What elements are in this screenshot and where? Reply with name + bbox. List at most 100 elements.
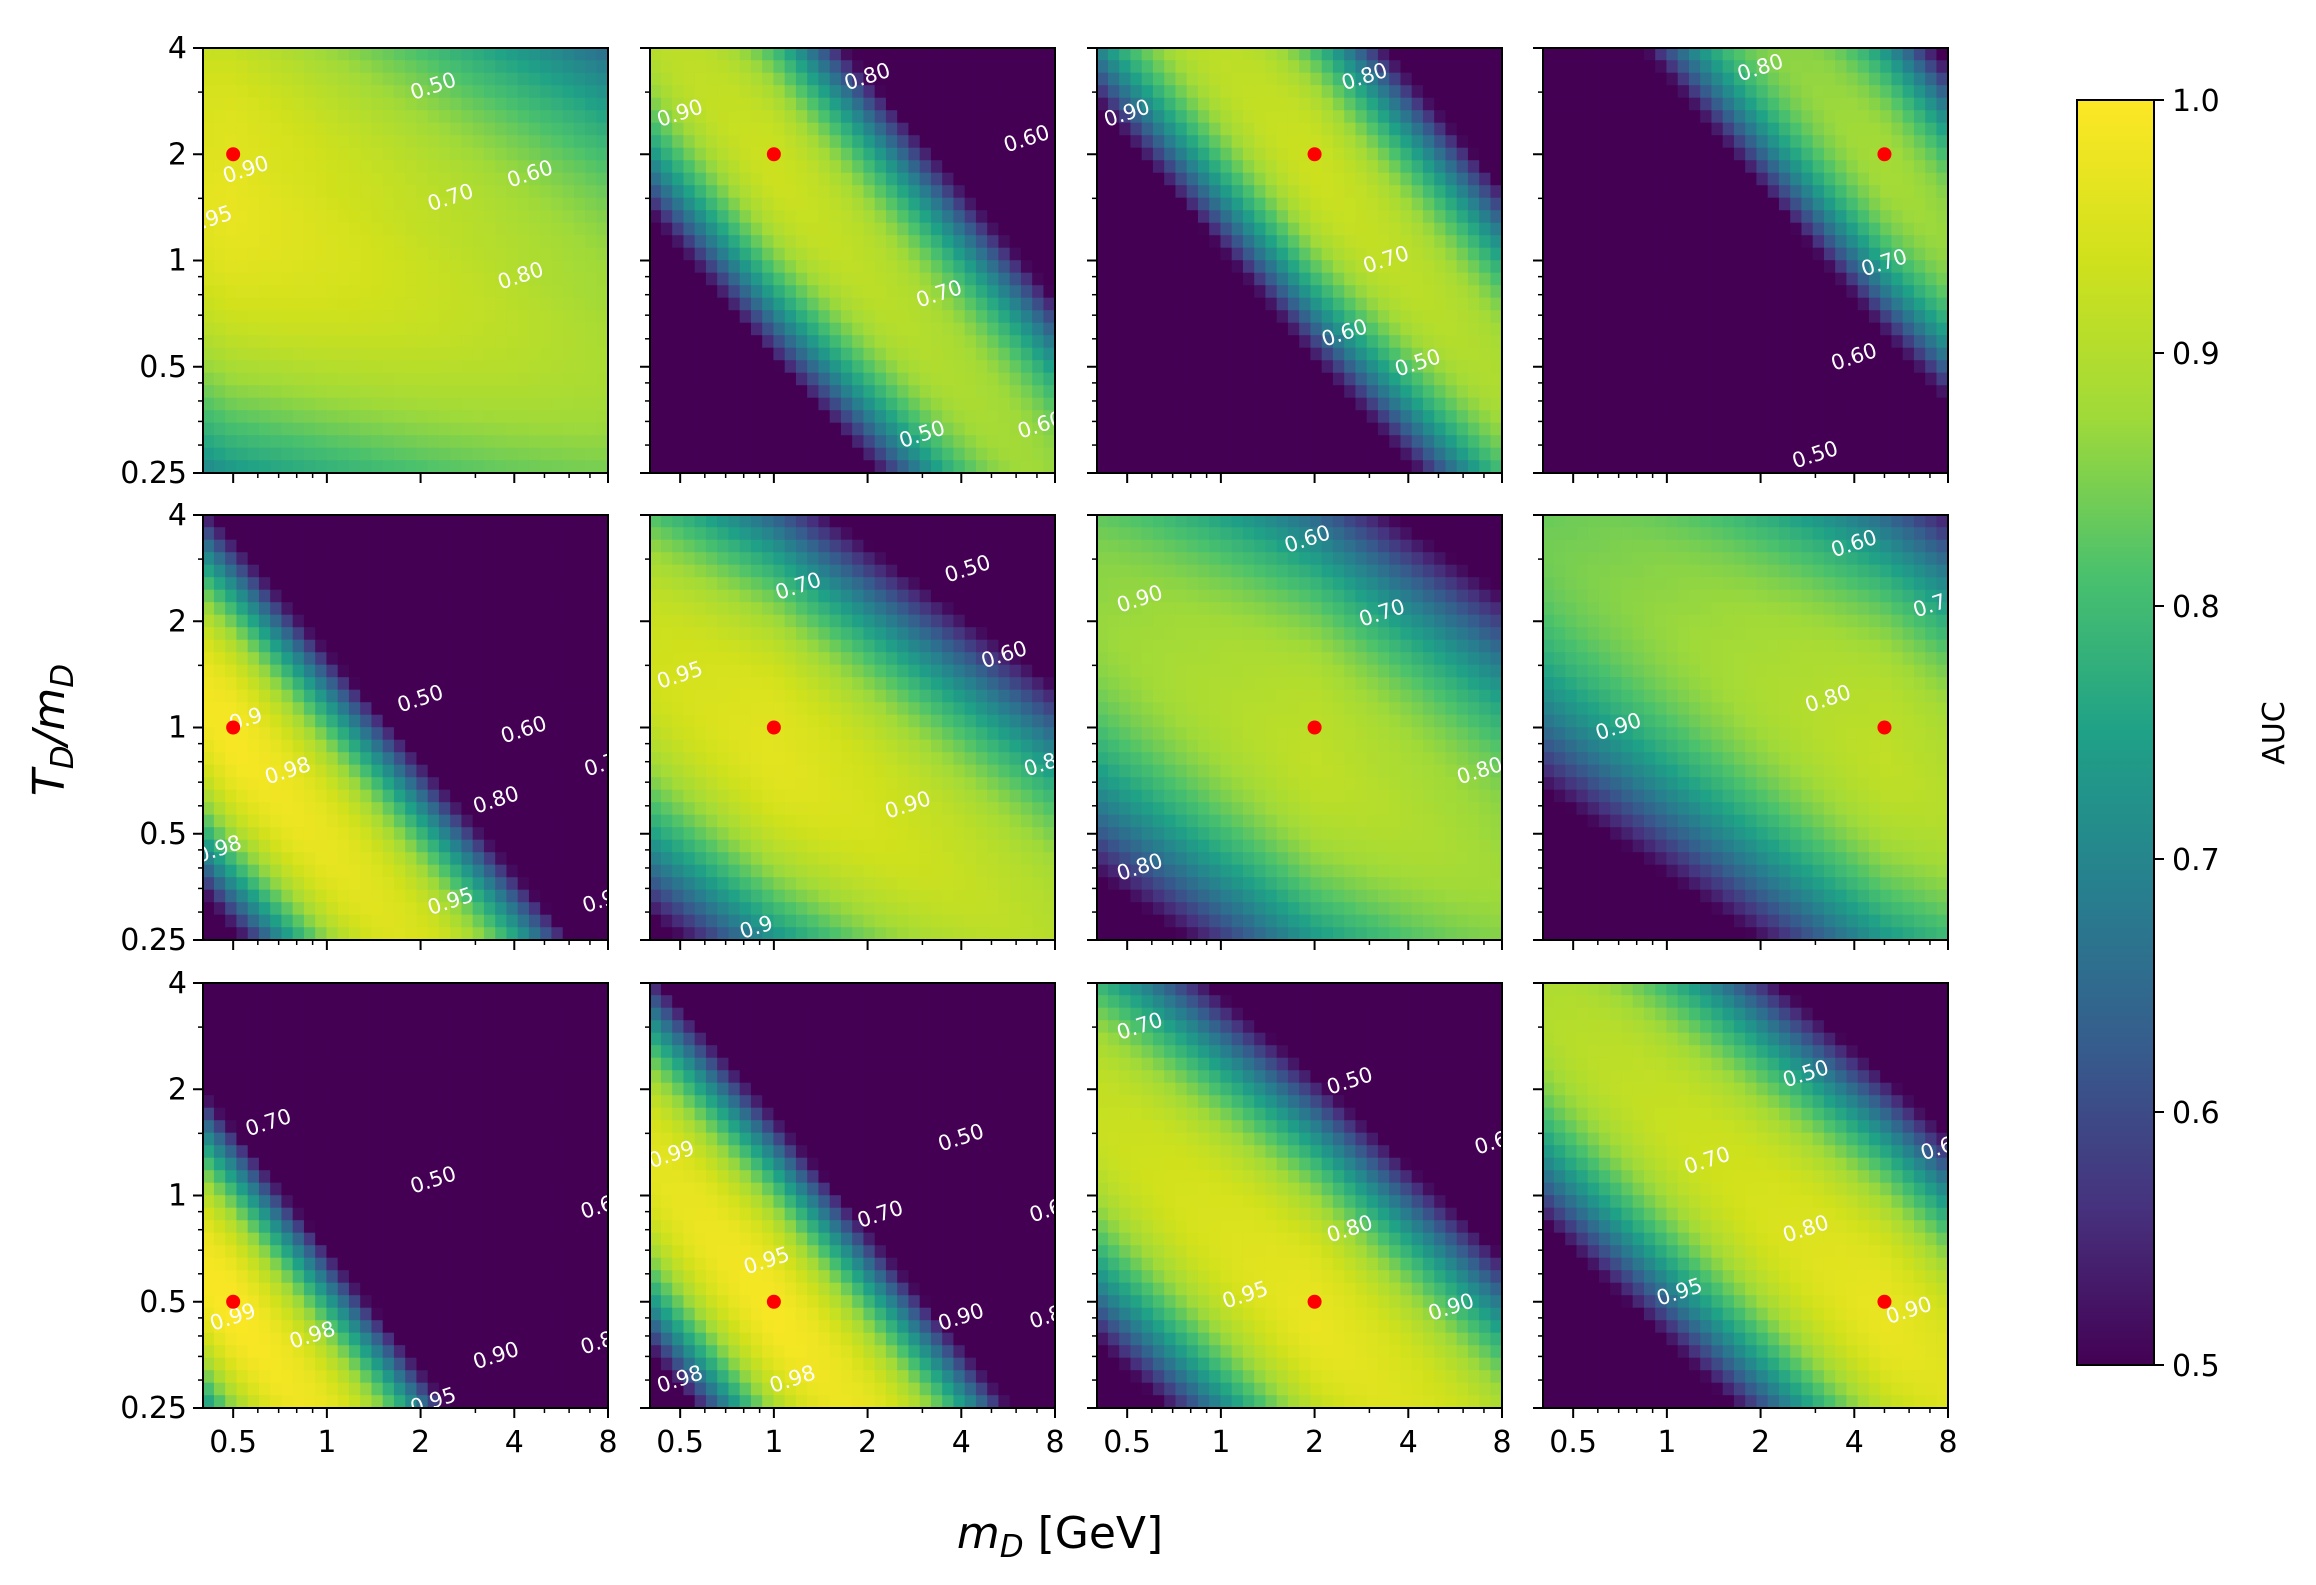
heatmap-cell	[728, 335, 741, 349]
heatmap-cell	[1745, 72, 1758, 86]
heatmap-cell	[1377, 447, 1390, 461]
heatmap-cell	[717, 360, 730, 374]
heatmap-cell	[1891, 222, 1904, 236]
heatmap-cell	[829, 285, 842, 299]
heatmap-cell	[393, 247, 406, 261]
heatmap-cell	[717, 60, 730, 74]
heatmap-cell	[930, 335, 943, 349]
heatmap-cell	[405, 422, 418, 436]
heatmap-cell	[1209, 185, 1222, 199]
heatmap-cell	[483, 72, 496, 86]
heatmap-cell	[1321, 48, 1334, 61]
heatmap-cell	[1141, 85, 1154, 99]
heatmap-cell	[1778, 147, 1791, 161]
heatmap-cell	[1434, 347, 1447, 361]
heatmap-cell	[360, 160, 373, 174]
heatmap-cell	[683, 60, 696, 74]
heatmap-cell	[596, 235, 608, 249]
heatmap-cell	[1175, 172, 1188, 186]
heatmap-cell	[1310, 247, 1323, 261]
heatmap-cell	[1553, 197, 1566, 211]
heatmap-cell	[416, 85, 429, 99]
heatmap-cell	[1254, 385, 1267, 399]
heatmap-cell	[1576, 285, 1589, 299]
heatmap-cell	[807, 60, 820, 74]
heatmap-cell	[1756, 85, 1769, 99]
heatmap-cell	[1891, 110, 1904, 124]
heatmap-cell	[739, 147, 752, 161]
heatmap-cell	[908, 48, 921, 61]
heatmap-cell	[784, 135, 797, 149]
heatmap-cell	[348, 272, 361, 286]
heatmap-cell	[1846, 135, 1859, 149]
heatmap-cell	[1197, 397, 1210, 411]
heatmap-cell	[840, 210, 853, 224]
heatmap-cell	[326, 110, 339, 124]
heatmap-cell	[1846, 122, 1859, 136]
heatmap-cell	[885, 185, 898, 199]
heatmap-cell	[885, 260, 898, 274]
heatmap-cell	[908, 210, 921, 224]
heatmap-cell	[528, 285, 541, 299]
heatmap-cell	[1778, 385, 1791, 399]
heatmap-cell	[1632, 422, 1645, 436]
heatmap-cell	[303, 210, 316, 224]
heatmap-cell	[840, 247, 853, 261]
heatmap-cell	[1287, 60, 1300, 74]
heatmap-cell	[1242, 197, 1255, 211]
heatmap-cell	[807, 235, 820, 249]
heatmap-cell	[1902, 360, 1915, 374]
heatmap-cell	[863, 197, 876, 211]
heatmap-cell	[1801, 422, 1814, 436]
heatmap-cell	[1835, 197, 1848, 211]
heatmap-cell	[1231, 410, 1244, 424]
heatmap-cell	[1209, 460, 1222, 473]
heatmap-cell	[596, 197, 608, 211]
heatmap-cell	[528, 147, 541, 161]
heatmap-cell	[705, 385, 718, 399]
heatmap-cell	[405, 197, 418, 211]
heatmap-cell	[360, 72, 373, 86]
heatmap-cell	[303, 85, 316, 99]
heatmap-cell	[1332, 310, 1345, 324]
heatmap-cell	[1587, 285, 1600, 299]
heatmap-cell	[213, 60, 226, 74]
heatmap-cell	[1700, 285, 1713, 299]
heatmap-cell	[1835, 48, 1848, 61]
heatmap-cell	[203, 397, 215, 411]
heatmap-cell	[1445, 310, 1458, 324]
heatmap-cell	[1265, 85, 1278, 99]
heatmap-cell	[672, 210, 685, 224]
heatmap-cell	[495, 385, 508, 399]
heatmap-cell	[1411, 60, 1424, 74]
heatmap-cell	[807, 185, 820, 199]
heatmap-cell	[551, 97, 564, 111]
heatmap-cell	[573, 460, 586, 473]
heatmap-cell	[438, 97, 451, 111]
heatmap-cell	[1936, 247, 1948, 261]
heatmap-cell	[1677, 247, 1690, 261]
heatmap-cell	[1467, 285, 1480, 299]
heatmap-cell	[1880, 122, 1893, 136]
heatmap-cell	[1868, 460, 1881, 473]
heatmap-cell	[998, 122, 1011, 136]
heatmap-cell	[1666, 460, 1679, 473]
heatmap-cell	[1344, 72, 1357, 86]
heatmap-cell	[393, 447, 406, 461]
heatmap-cell	[450, 272, 463, 286]
heatmap-cell	[495, 222, 508, 236]
heatmap-cell	[762, 385, 775, 399]
heatmap-cell	[1801, 447, 1814, 461]
heatmap-cell	[1913, 210, 1926, 224]
heatmap-cell	[795, 135, 808, 149]
heatmap-cell	[953, 410, 966, 424]
heatmap-cell	[337, 385, 350, 399]
heatmap-cell	[975, 410, 988, 424]
heatmap-cell	[694, 135, 707, 149]
heatmap-cell	[303, 310, 316, 324]
heatmap-cell	[1231, 447, 1244, 461]
heatmap-cell	[750, 397, 763, 411]
heatmap-cell	[750, 260, 763, 274]
benchmark-point	[226, 147, 241, 162]
heatmap-cell	[1400, 310, 1413, 324]
